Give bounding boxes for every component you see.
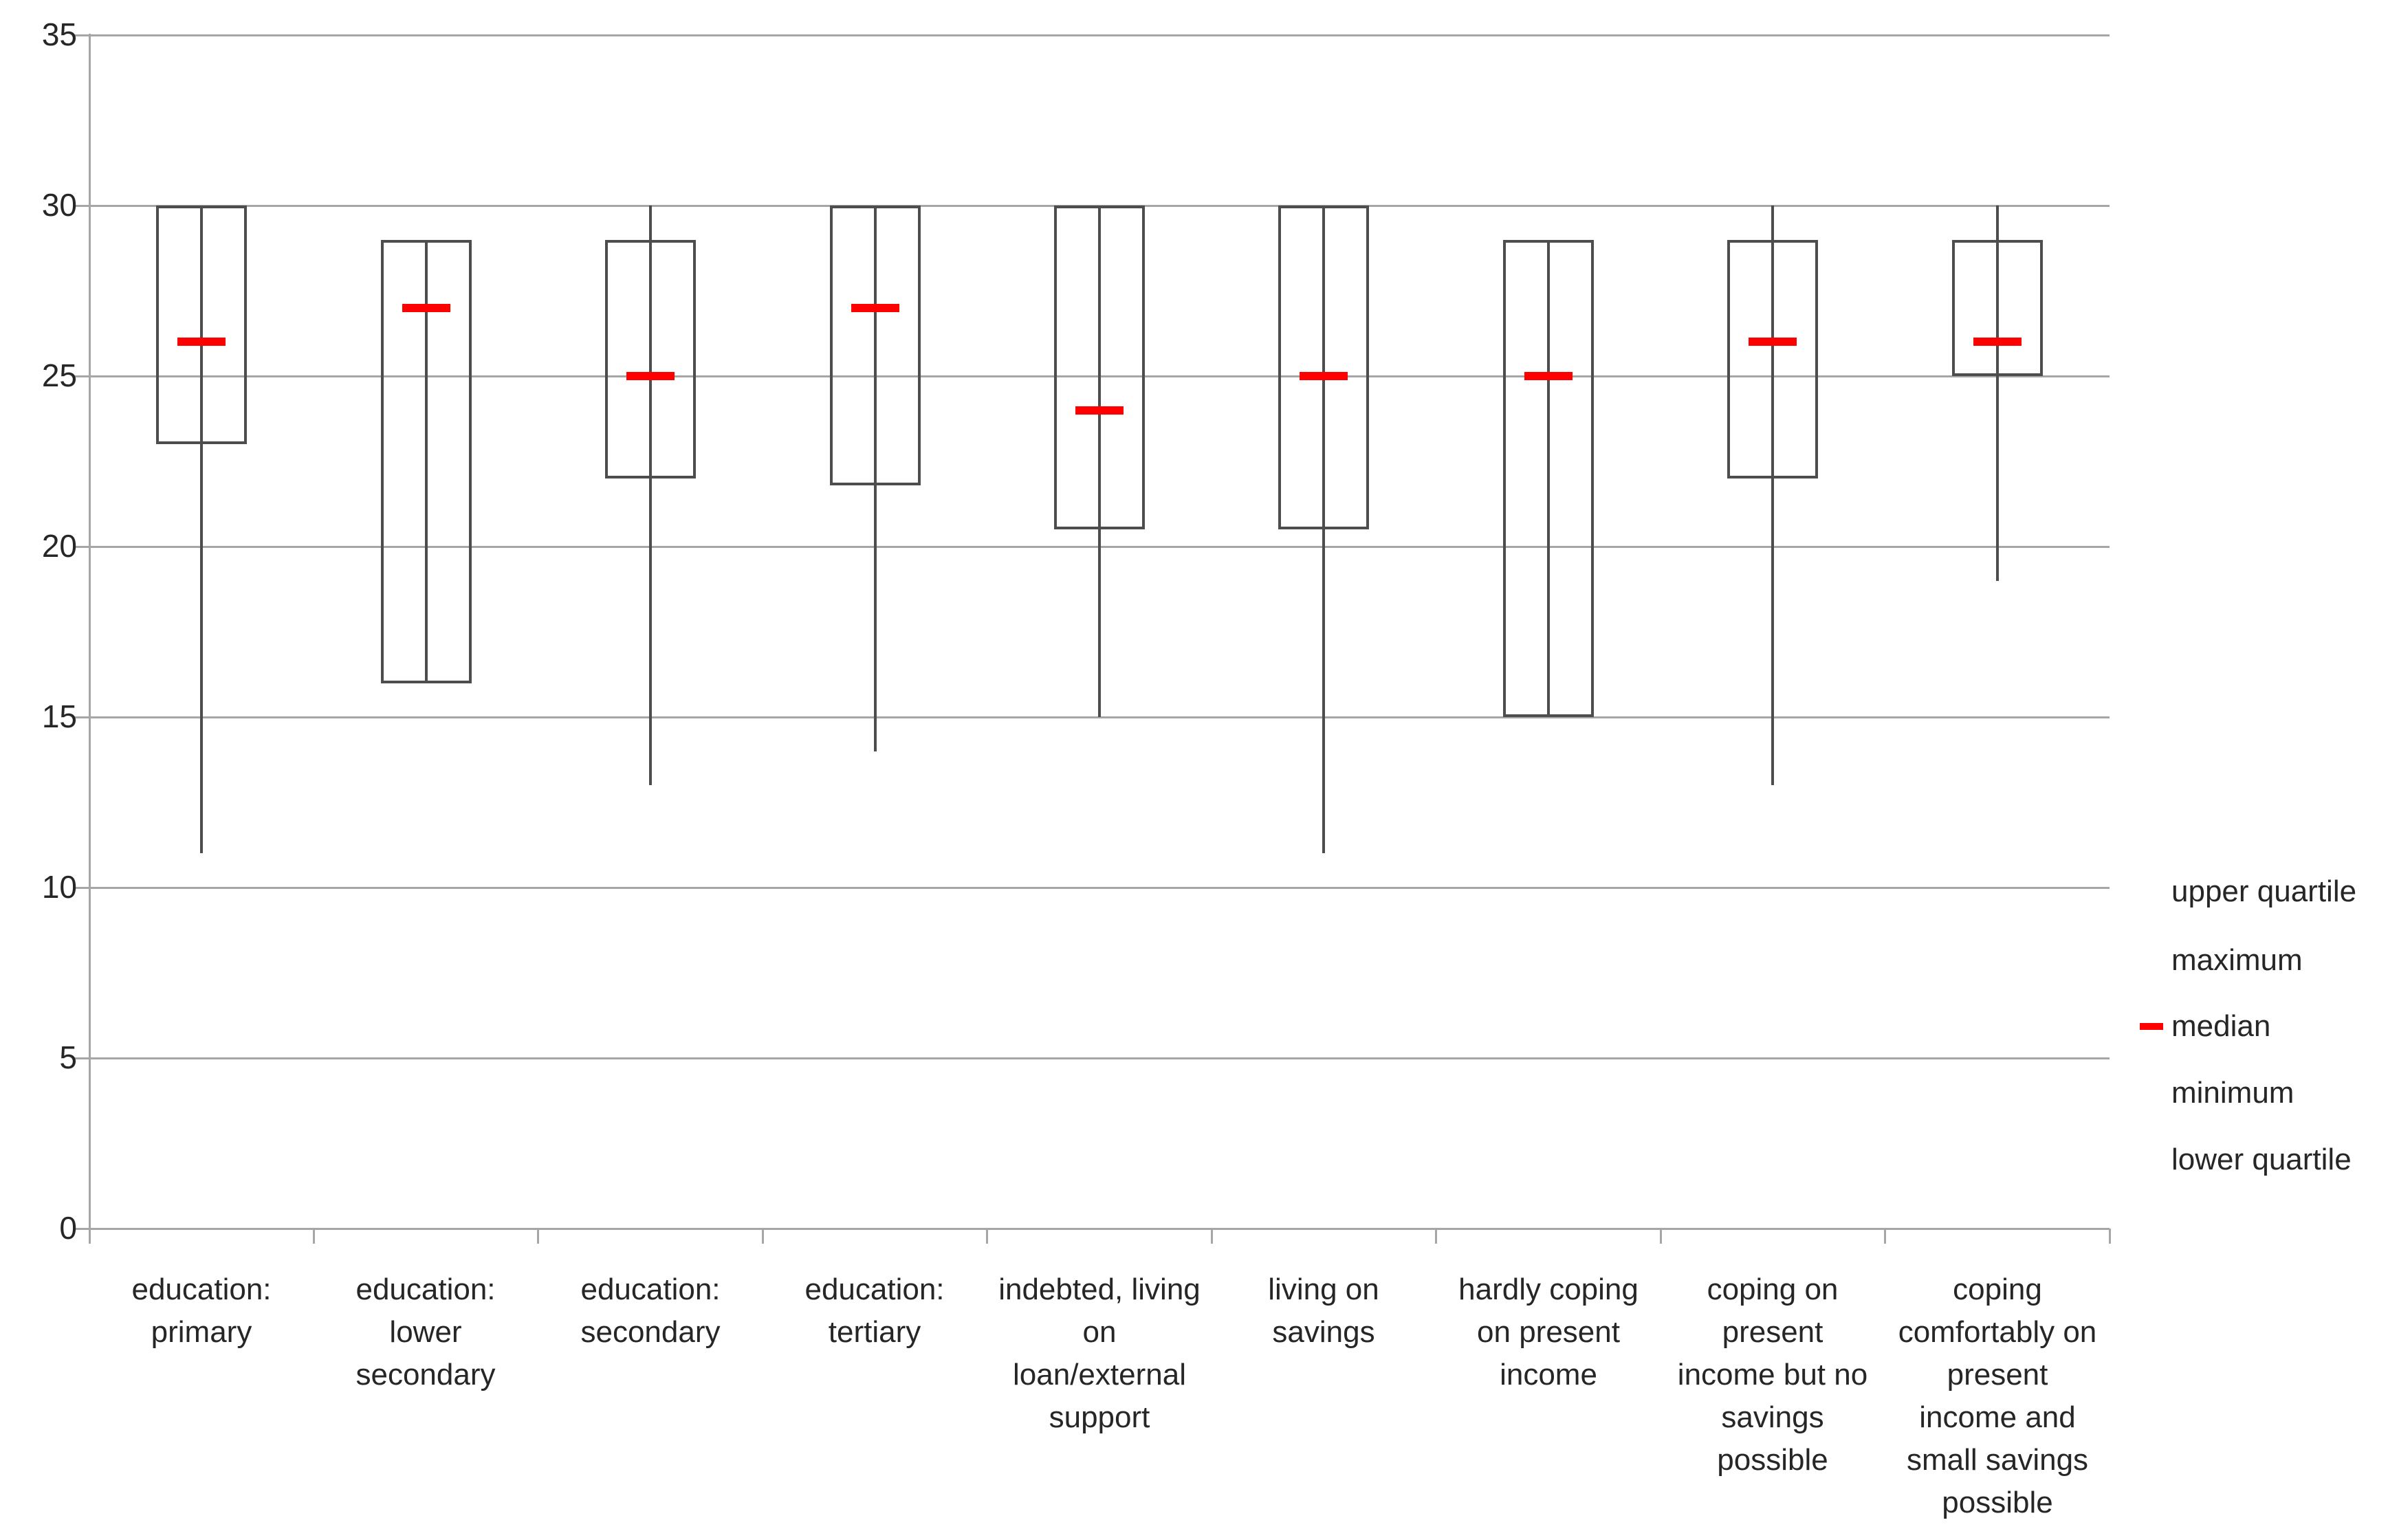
y-tick-label: 0 xyxy=(59,1210,77,1246)
box xyxy=(605,240,696,478)
whisker xyxy=(1996,206,1999,581)
y-axis-tick xyxy=(73,1057,89,1059)
x-axis-label: coping comfortably on present income and… xyxy=(1898,1273,2097,1519)
x-axis-tick xyxy=(2109,1229,2111,1244)
x-axis-label: indebted, living on loan/external suppor… xyxy=(998,1273,1201,1434)
box xyxy=(1727,240,1818,478)
x-axis-tick xyxy=(986,1229,988,1244)
whisker xyxy=(1322,206,1325,853)
median-marker xyxy=(1524,372,1573,380)
whisker xyxy=(1098,206,1101,717)
gridline xyxy=(89,716,2110,718)
x-axis-label: education: lower secondary xyxy=(355,1273,496,1392)
median-marker xyxy=(1300,372,1348,380)
gridline xyxy=(89,1057,2110,1059)
box xyxy=(381,240,472,683)
y-axis-tick xyxy=(73,1228,89,1230)
box xyxy=(830,206,921,485)
median-marker xyxy=(851,304,899,312)
box xyxy=(1952,240,2043,376)
x-axis-label: education: tertiary xyxy=(804,1273,945,1349)
legend-label: median xyxy=(2171,1009,2271,1043)
whisker xyxy=(425,240,428,683)
legend-label: minimum xyxy=(2171,1076,2294,1110)
y-axis-tick xyxy=(73,546,89,548)
median-legend-marker-icon xyxy=(2140,1023,2163,1030)
median-marker xyxy=(1749,338,1797,346)
median-marker xyxy=(177,338,226,346)
legend-label: lower quartile xyxy=(2171,1143,2352,1176)
gridline xyxy=(89,887,2110,889)
whisker xyxy=(200,206,203,853)
whisker xyxy=(1547,240,1550,717)
y-axis-line xyxy=(89,34,91,1230)
y-tick-label: 5 xyxy=(59,1040,77,1075)
median-marker xyxy=(626,372,675,380)
y-tick-label: 25 xyxy=(41,358,77,393)
y-axis-tick xyxy=(73,375,89,377)
x-axis-tick xyxy=(1660,1229,1662,1244)
box xyxy=(1503,240,1594,717)
box xyxy=(156,206,247,444)
x-axis-tick xyxy=(1211,1229,1213,1244)
legend-label: upper quartile xyxy=(2171,874,2357,908)
y-axis-tick xyxy=(73,716,89,718)
y-tick-label: 20 xyxy=(41,528,77,564)
box xyxy=(1054,206,1145,529)
x-axis-label: education: secondary xyxy=(580,1273,721,1349)
y-tick-label: 30 xyxy=(41,187,77,223)
y-tick-label: 35 xyxy=(41,16,77,52)
y-tick-label: 10 xyxy=(41,869,77,905)
y-axis-tick xyxy=(73,205,89,207)
legend-label: maximum xyxy=(2171,943,2303,977)
x-axis-tick xyxy=(537,1229,539,1244)
gridline xyxy=(89,1228,2110,1230)
x-axis-tick xyxy=(762,1229,764,1244)
whisker xyxy=(874,206,877,751)
x-axis-label: living on savings xyxy=(1268,1273,1379,1349)
x-axis-label: education: primary xyxy=(131,1273,272,1349)
x-axis-tick xyxy=(1884,1229,1886,1244)
y-tick-label: 15 xyxy=(41,698,77,734)
x-axis-label: hardly coping on present income xyxy=(1458,1273,1639,1392)
y-axis-tick xyxy=(73,887,89,889)
median-marker xyxy=(402,304,450,312)
box xyxy=(1278,206,1369,529)
x-axis-label: coping on present income but no savings … xyxy=(1677,1273,1868,1477)
whisker xyxy=(1771,206,1774,785)
x-axis-tick xyxy=(89,1229,91,1244)
median-marker xyxy=(1075,406,1124,415)
x-axis-tick xyxy=(313,1229,315,1244)
whisker xyxy=(649,206,652,785)
x-axis-tick xyxy=(1435,1229,1437,1244)
median-marker xyxy=(1973,338,2022,346)
gridline xyxy=(89,34,2110,36)
y-axis-tick xyxy=(73,34,89,36)
